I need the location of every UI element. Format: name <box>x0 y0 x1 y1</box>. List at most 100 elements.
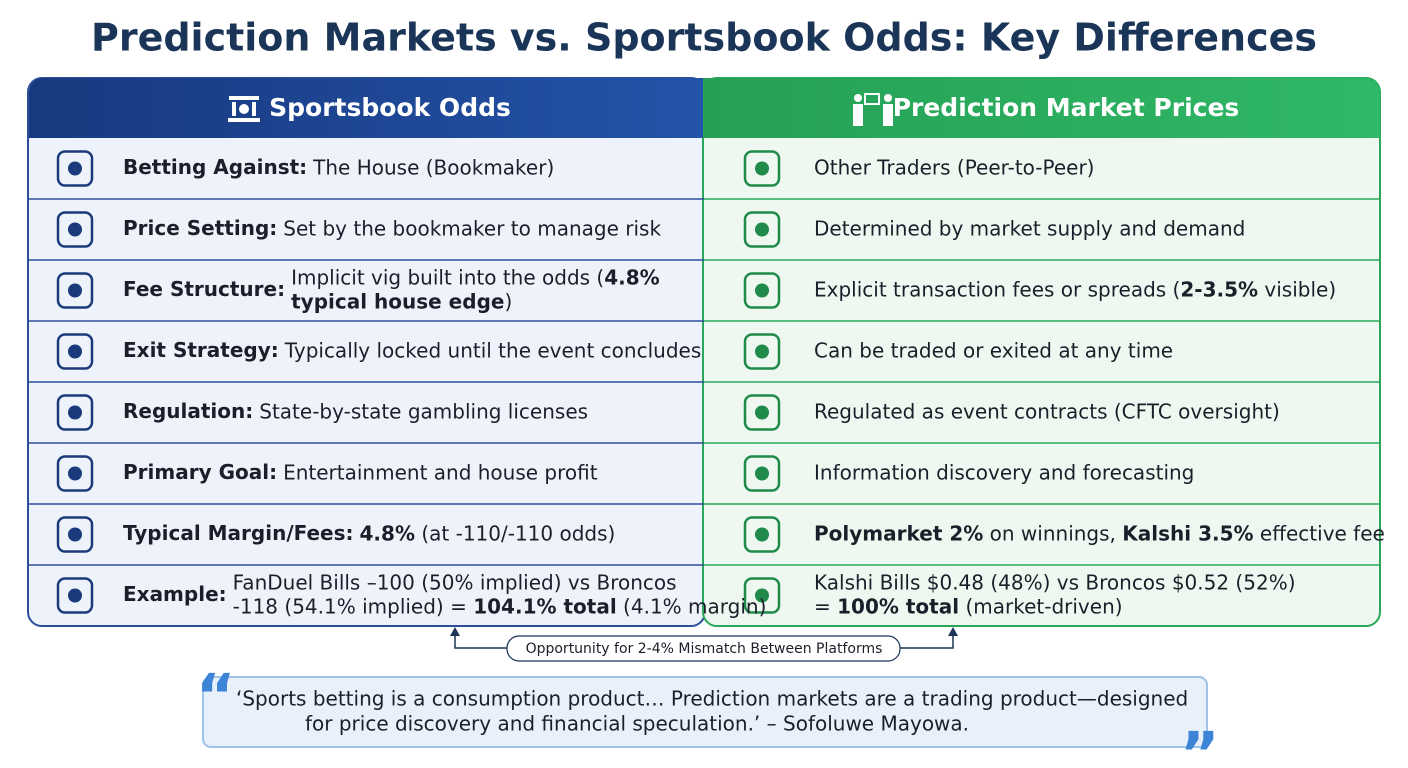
header-icon <box>853 93 893 126</box>
icon <box>755 527 769 542</box>
row-label: Price Setting: <box>123 216 277 240</box>
text-segment: 2-3.5% <box>1180 277 1258 301</box>
cell-text: Set by the bookmaker to manage risk <box>283 216 661 240</box>
row-label: Betting Against: <box>123 155 307 179</box>
cell-text: Kalshi Bills $0.48 (48%) vs Broncos $0.5… <box>814 570 1296 594</box>
rows: Betting Against: The House (Bookmaker) Oth… <box>29 150 1385 618</box>
header-icon <box>228 96 260 122</box>
icon <box>755 161 769 176</box>
icon <box>68 222 82 237</box>
title: Prediction Markets vs. Sportsbook Odds: … <box>91 16 1317 60</box>
cell-text: Entertainment and house profit <box>283 460 598 484</box>
quote-close: ” <box>1180 720 1219 768</box>
icon <box>755 405 769 420</box>
text-segment: typical house edge <box>291 289 504 313</box>
cell-text: Explicit transaction fees or spreads (2-… <box>814 277 1336 301</box>
text-segment: = <box>814 594 837 618</box>
text-segment: 100% total <box>837 594 959 618</box>
cell-text: = 100% total (market-driven) <box>814 594 1123 618</box>
icon <box>743 333 781 370</box>
text-segment: Kalshi 3.5% <box>1122 521 1253 545</box>
text-segment: visible) <box>1258 277 1336 301</box>
icon <box>56 150 94 187</box>
left-header <box>28 78 706 138</box>
text-segment: (at -110/-110 odds) <box>415 521 615 545</box>
icon <box>743 516 781 553</box>
icon <box>68 527 82 542</box>
icon <box>56 333 94 370</box>
cell-text: Regulated as event contracts (CFTC overs… <box>814 399 1280 423</box>
cell-text: State-by-state gambling licenses <box>259 399 588 423</box>
row-label: Typical Margin/Fees: <box>123 521 354 545</box>
icon <box>68 344 82 359</box>
icon <box>743 150 781 187</box>
text-segment: Information discovery and forecasting <box>814 460 1194 484</box>
text-segment: State-by-state gambling licenses <box>259 399 588 423</box>
text-segment: Implicit vig built into the odds ( <box>291 265 604 289</box>
text-segment: Kalshi Bills $0.48 (48%) vs Broncos $0.5… <box>814 570 1296 594</box>
header-right: Prediction Market Prices <box>893 93 1240 122</box>
icon <box>743 577 781 614</box>
icon <box>68 283 82 298</box>
icon <box>56 211 94 248</box>
text-segment: The House (Bookmaker) <box>312 155 554 179</box>
row-label: Example: <box>123 582 227 606</box>
cell-text: 4.8% (at -110/-110 odds) <box>360 521 616 545</box>
cell-text: Information discovery and forecasting <box>814 460 1194 484</box>
icon <box>755 283 769 298</box>
row-label: Regulation: <box>123 399 253 423</box>
text-segment: (market-driven) <box>959 594 1122 618</box>
text-segment: Typically locked until the event conclud… <box>284 338 701 362</box>
icon <box>755 466 769 481</box>
icon <box>743 455 781 492</box>
quote-line: for price discovery and financial specul… <box>305 712 969 736</box>
icon <box>56 577 94 614</box>
cell-text: Typically locked until the event conclud… <box>284 338 701 362</box>
icon <box>68 405 82 420</box>
icon <box>743 394 781 431</box>
connector-label: Opportunity for 2-4% Mismatch Between Pl… <box>526 641 883 657</box>
header-left: Sportsbook Odds <box>269 93 511 122</box>
text-segment: Entertainment and house profit <box>283 460 598 484</box>
text-segment: 104.1% total <box>473 594 616 618</box>
icon <box>743 272 781 309</box>
icon <box>56 272 94 309</box>
icon <box>68 161 82 176</box>
cell-text: Implicit vig built into the odds (4.8% <box>291 265 660 289</box>
quote-box <box>202 676 1208 748</box>
arrowheads <box>450 627 958 636</box>
text-segment: Regulated as event contracts (CFTC overs… <box>814 399 1280 423</box>
text-segment: Determined by market supply and demand <box>814 216 1245 240</box>
text-segment: 4.8% <box>360 521 415 545</box>
icon <box>56 516 94 553</box>
cell-text: Determined by market supply and demand <box>814 216 1245 240</box>
text-segment: Polymarket 2% <box>814 521 983 545</box>
cell-text: typical house edge) <box>291 289 512 313</box>
row-label: Primary Goal: <box>123 460 277 484</box>
icon <box>68 588 82 603</box>
cell-text: Can be traded or exited at any time <box>814 338 1173 362</box>
text-segment: Can be traded or exited at any time <box>814 338 1173 362</box>
text-segment: effective fee <box>1254 521 1385 545</box>
text-segment: (4.1% margin) <box>617 594 767 618</box>
icon <box>755 222 769 237</box>
quote-line: ‘Sports betting is a consumption product… <box>236 687 1188 711</box>
row-label: Fee Structure: <box>123 277 285 301</box>
cell-text: FanDuel Bills –100 (50% implied) vs Bron… <box>233 570 677 594</box>
icon <box>56 394 94 431</box>
row-label: Exit Strategy: <box>123 338 279 362</box>
text-segment: ) <box>504 289 512 313</box>
text-segment: Explicit transaction fees or spreads ( <box>814 277 1180 301</box>
cell-text: Other Traders (Peer-to-Peer) <box>814 155 1094 179</box>
text-segment: Other Traders (Peer-to-Peer) <box>814 155 1094 179</box>
text-segment: FanDuel Bills –100 (50% implied) vs Bron… <box>233 570 677 594</box>
cell-text: Polymarket 2% on winnings, Kalshi 3.5% e… <box>814 521 1385 545</box>
icon <box>56 455 94 492</box>
icon <box>743 211 781 248</box>
text-segment: Set by the bookmaker to manage risk <box>283 216 661 240</box>
icon <box>755 588 769 603</box>
cell-text: The House (Bookmaker) <box>312 155 554 179</box>
quote-open: “ <box>196 662 235 732</box>
cell-text: -118 (54.1% implied) = 104.1% total (4.1… <box>233 594 767 618</box>
